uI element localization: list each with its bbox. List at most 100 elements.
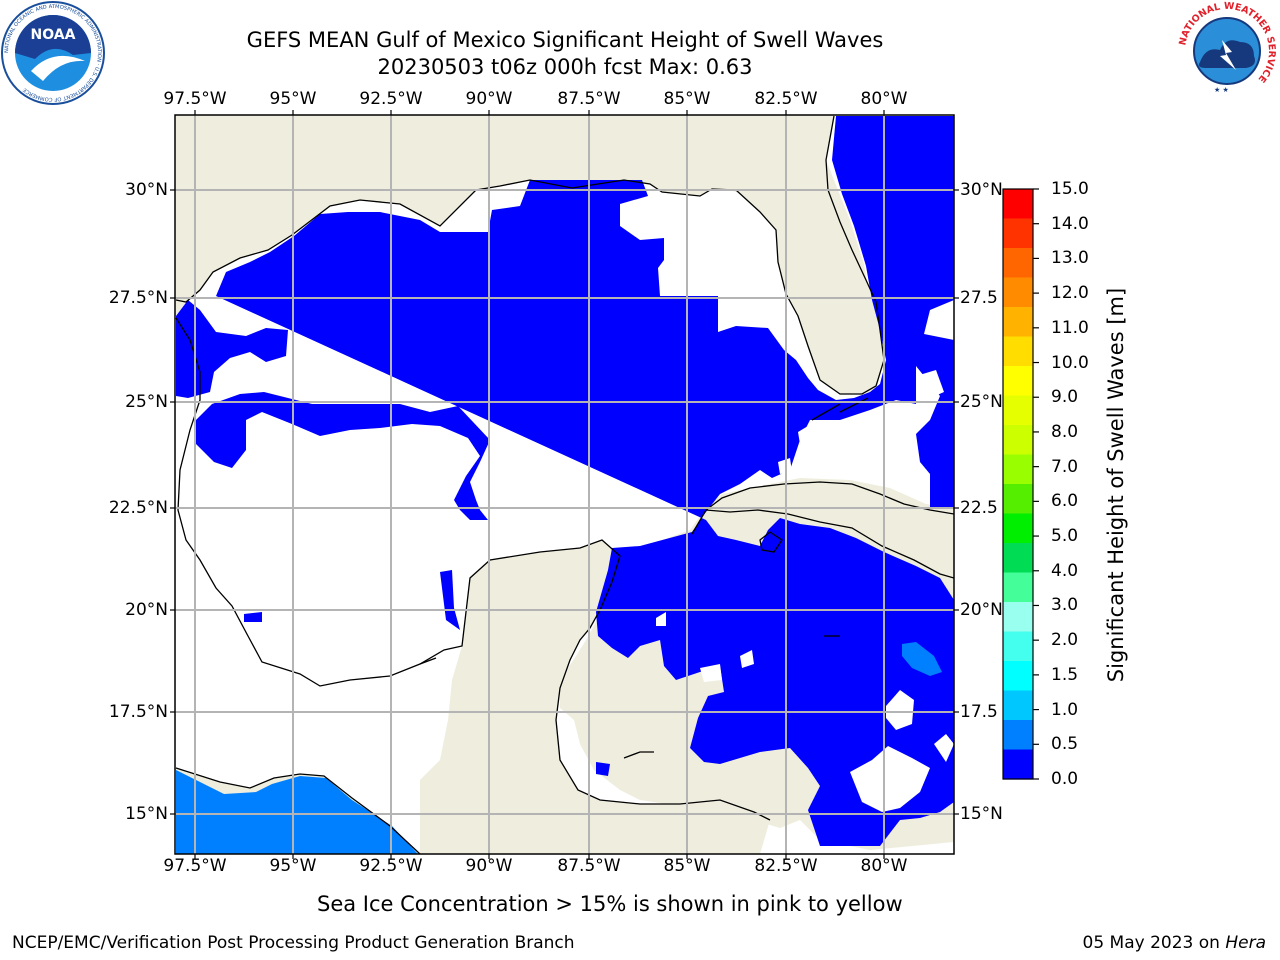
axis-tick-label: 90°W	[465, 856, 513, 876]
colorbar-segment	[1003, 513, 1033, 544]
noaa-logo: NATIONAL OCEANIC AND ATMOSPHERIC ADMINIS…	[1, 1, 105, 105]
colorbar-tick-label: 13.0	[1051, 248, 1089, 269]
colorbar-tick-label: 6.0	[1051, 491, 1079, 512]
colorbar-tick-label: 15.0	[1051, 179, 1089, 199]
colorbar-segment	[1003, 749, 1033, 780]
colorbar-segment	[1003, 720, 1033, 751]
cuba	[706, 482, 954, 578]
colorbar-segment	[1003, 661, 1033, 692]
map-ticks	[170, 110, 959, 859]
axis-tick-label: 80°W	[860, 89, 908, 109]
axis-tick-label: 17.5°N	[108, 702, 168, 722]
axis-tick-label: 20°N	[960, 600, 1003, 620]
colorbar-segment	[1003, 189, 1033, 220]
swell-nodata-gap	[700, 664, 722, 682]
colorbar-tick-label: 14.0	[1051, 213, 1089, 234]
colorbar-segment	[1003, 631, 1033, 662]
footer-credit: NCEP/EMC/Verification Post Processing Pr…	[12, 933, 575, 953]
swell-nodata-gap	[886, 690, 914, 730]
colorbar-tick-label: 12.0	[1051, 283, 1089, 304]
swell-field-mid	[176, 642, 942, 854]
colorbar-tick-label: 0.5	[1051, 734, 1079, 755]
axis-tick-label: 85°W	[663, 856, 711, 876]
axis-tick-label: 15°N	[960, 804, 1003, 824]
axis-tick-label: 22.5	[960, 498, 998, 518]
swell-nodata-gap	[740, 650, 754, 668]
coastline	[175, 767, 421, 854]
colorbar-frame	[1002, 188, 1034, 780]
footer-date-text: 05 May 2023 on	[1082, 933, 1226, 953]
swell-patch-mid	[176, 770, 418, 854]
axis-tick-label: 87.5°W	[557, 856, 621, 876]
swell-patch-low	[176, 300, 288, 398]
swell-nodata-gap	[850, 746, 930, 812]
axis-tick-label: 25°N	[125, 392, 168, 412]
colorbar-tick-label: 2.0	[1051, 630, 1079, 651]
axis-tick-label: 97.5°W	[163, 856, 227, 876]
swell-patch-low	[596, 762, 610, 776]
swell-nodata-gap	[916, 370, 944, 400]
colorbar-segment	[1003, 425, 1033, 456]
swell-patch-low	[196, 392, 490, 520]
chart-title: GEFS MEAN Gulf of Mexico Significant Hei…	[246, 28, 884, 52]
axis-tick-label: 97.5°W	[163, 89, 227, 109]
colorbar-tick-label: 8.0	[1051, 421, 1079, 442]
axis-tick-label: 92.5°W	[359, 856, 423, 876]
colorbar	[1002, 188, 1039, 780]
axis-tick-label: 92.5°W	[359, 89, 423, 109]
colorbar-tick-label: 9.0	[1051, 387, 1079, 408]
axis-tick-label: 25°N	[960, 392, 1003, 412]
colorbar-segment	[1003, 218, 1033, 249]
axis-tick-label: 15°N	[125, 804, 168, 824]
colorbar-tick-label: 0.0	[1051, 769, 1079, 789]
swell-nodata-gap	[622, 200, 660, 234]
colorbar-tick-label: 4.0	[1051, 560, 1079, 581]
colorbar-tick-label: 3.0	[1051, 595, 1079, 616]
noaa-logo-text: NOAA	[31, 27, 76, 43]
colorbar-segment	[1003, 690, 1033, 721]
axis-tick-label: 17.5	[960, 702, 998, 722]
coastline	[623, 751, 654, 759]
axis-tick-label: 87.5°W	[557, 89, 621, 109]
axis-tick-label: 30°N	[125, 180, 168, 200]
footer-host: Hera	[1225, 933, 1266, 953]
coastline	[811, 403, 841, 421]
nws-logo: NATIONAL WEATHER SERVICE ★ ★	[1177, 1, 1277, 101]
swell-patch-mid	[902, 642, 942, 676]
swell-nodata-gap	[798, 426, 812, 444]
gridlines	[175, 115, 954, 854]
coastline	[419, 657, 437, 665]
swell-patch-low	[244, 612, 262, 622]
colorbar-segment	[1003, 572, 1033, 603]
colorbar-label: Significant Height of Swell Waves [m]	[1104, 287, 1128, 683]
axis-tick-label: 90°W	[465, 89, 513, 109]
axis-tick-label: 82.5°W	[754, 89, 818, 109]
colorbar-segment	[1003, 277, 1033, 308]
colorbar-segment	[1003, 307, 1033, 338]
colorbar-tick-label: 1.0	[1051, 699, 1079, 720]
colorbar-segment	[1003, 602, 1033, 633]
coastline	[175, 317, 771, 821]
colorbar-segment	[1003, 543, 1033, 574]
svg-text:★ ★: ★ ★	[1214, 86, 1229, 94]
axis-tick-label: 30°N	[960, 180, 1003, 200]
colorbar-segment	[1003, 454, 1033, 485]
swell-patch-low	[440, 570, 460, 630]
yucatan-peninsula	[420, 540, 770, 854]
colorbar-tick-label: 5.0	[1051, 526, 1079, 547]
coastline	[691, 509, 954, 579]
colorbar-segment	[1003, 366, 1033, 397]
axis-tick-label: 95°W	[269, 89, 317, 109]
map-frame	[174, 114, 955, 855]
sea-ice-note: Sea Ice Concentration > 15% is shown in …	[317, 892, 903, 916]
colorbar-tick-label: 7.0	[1051, 456, 1079, 477]
axis-tick-label: 22.5°N	[108, 498, 168, 518]
colorbar-segment	[1003, 484, 1033, 515]
chart-subtitle: 20230503 t06z 000h fcst Max: 0.63	[377, 55, 753, 79]
axis-tick-label: 82.5°W	[754, 856, 818, 876]
colorbar-tick-label: 1.5	[1051, 664, 1079, 685]
colorbar-segment	[1003, 248, 1033, 279]
axis-tick-label: 27.5°N	[108, 288, 168, 308]
colorbar-tick-label: 10.0	[1051, 352, 1089, 373]
